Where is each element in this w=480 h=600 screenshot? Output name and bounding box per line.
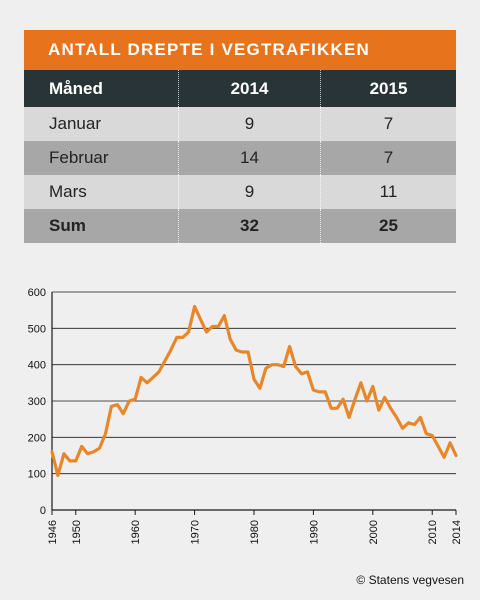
row-value-2015: 11 [320,175,456,209]
row-value-2015: 7 [320,141,456,175]
x-tick-label: 1950 [71,520,83,544]
row-value-2015: 7 [320,107,456,141]
table-row: Februar 14 7 [24,141,456,175]
fatalities-series-line [50,304,458,478]
sum-label: Sum [49,216,86,235]
header-2014: 2014 [178,70,320,107]
header-month: Måned [49,78,103,98]
y-tick-label: 300 [28,396,46,408]
y-tick-label: 400 [28,360,46,372]
fatalities-table: ANTALL DREPTE I VEGTRAFIKKEN Måned 2014 … [24,30,456,243]
table-body: Januar 9 7 Februar 14 7 Mars 9 11 Sum 32… [24,107,456,243]
row-label: Februar [49,148,109,167]
y-tick-label: 100 [28,469,46,481]
x-tick-label: 1946 [47,520,59,544]
x-tick-label: 2014 [451,520,463,544]
x-tick-label: 1980 [249,520,261,544]
x-tick-label: 2000 [368,520,380,544]
y-tick-label: 200 [28,432,46,444]
row-label: Mars [49,182,87,201]
row-label: Januar [49,114,101,133]
header-2015: 2015 [320,70,456,107]
table-header-row: Måned 2014 2015 [24,70,456,107]
x-tick-label: 1960 [130,520,142,544]
y-tick-label: 0 [40,505,46,517]
copyright-notice: © Statens vegvesen [356,573,464,587]
row-value-2014: 9 [178,175,320,209]
table-sum-row: Sum 32 25 [24,209,456,243]
sum-value-2014: 32 [178,209,320,243]
x-tick-label: 1990 [308,520,320,544]
table-row: Mars 9 11 [24,175,456,209]
row-value-2014: 9 [178,107,320,141]
x-tick-label: 1970 [190,520,202,544]
y-tick-label: 600 [28,287,46,299]
y-tick-label: 500 [28,323,46,335]
sum-value-2015: 25 [320,209,456,243]
x-tick-label: 2010 [427,520,439,544]
fatalities-line-chart: 0 100 200 300 400 500 600 1946 1950 1960 1970 1980 1… [28,287,463,544]
table-row: Januar 9 7 [24,107,456,141]
table-title: ANTALL DREPTE I VEGTRAFIKKEN [24,30,456,70]
row-value-2014: 14 [178,141,320,175]
